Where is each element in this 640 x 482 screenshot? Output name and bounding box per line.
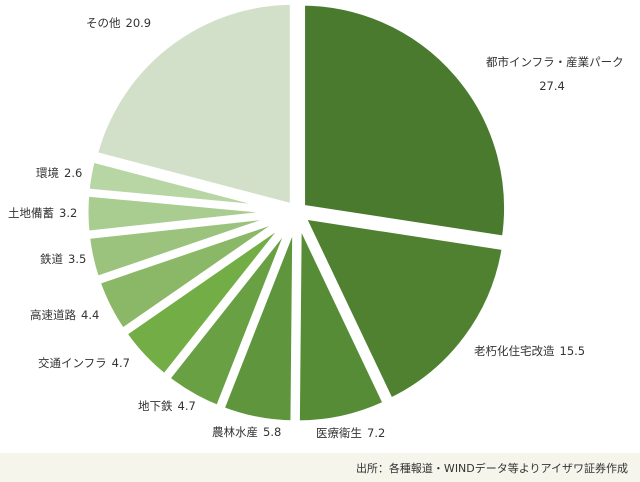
slice-label-medical: 医療衛生 7.2 [316,426,386,440]
slice-value-agriculture: 5.8 [263,425,282,439]
slice-label-highway: 高速道路 4.4 [30,308,100,322]
pie-slice-environment [82,154,292,215]
slice-value-housing: 15.5 [559,344,586,358]
slice-value-medical: 7.2 [367,426,386,440]
slice-label-other: その他 20.9 [86,16,152,30]
slice-label-environment: 環境 2.6 [36,166,83,180]
slice-label-housing: 老朽化住宅改造 15.5 [474,344,586,358]
slice-label-transport: 交通インフラ 4.7 [38,356,130,370]
slice-label-subway: 地下鉄 4.7 [138,399,196,413]
source-footer: 出所：各種報道・WINDデータ等よりアイザワ証券作成 [0,453,640,482]
source-note: 出所：各種報道・WINDデータ等よりアイザワ証券作成 [355,462,628,475]
slice-value-highway: 4.4 [81,308,100,322]
slice-value-transport: 4.7 [111,356,130,370]
pie-slice-urban-infra [298,0,512,244]
pie-slice-housing [295,211,510,407]
pie-chart [82,0,512,424]
slice-value-land: 3.2 [59,206,78,220]
slice-value-environment: 2.6 [64,166,83,180]
pie-slice-other [89,0,297,212]
slice-label-land: 土地備蓄 3.2 [8,206,78,220]
slice-value-subway: 4.7 [177,399,196,413]
slice-value-urban-infra: 27.4 [539,79,565,93]
slice-label-railway: 鉄道 3.5 [40,252,87,266]
slice-value-railway: 3.5 [68,252,87,266]
slice-label-urban-infra: 都市インフラ・産業パーク 27.4 [486,55,624,93]
slice-label-agriculture: 農林水産 5.8 [212,425,282,439]
slice-value-other: 20.9 [125,16,152,30]
